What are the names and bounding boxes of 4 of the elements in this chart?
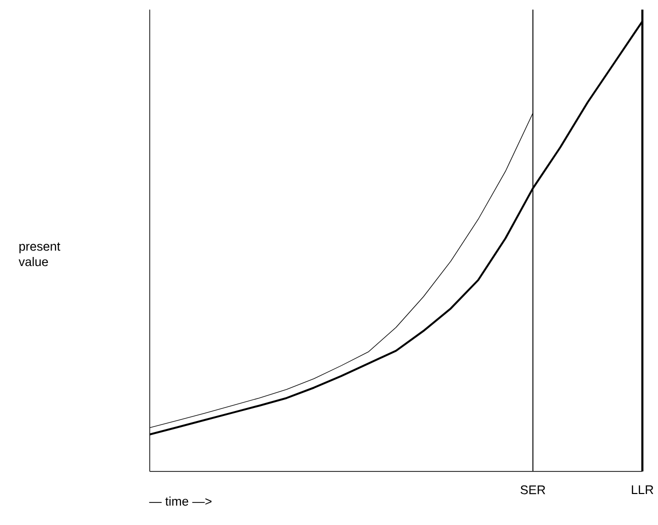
text: present value: [18, 242, 60, 266]
x-tick-label: SER: [520, 486, 546, 494]
x-axis-title: — time —>: [149, 496, 212, 506]
x-tick-label: LLR: [632, 486, 654, 494]
